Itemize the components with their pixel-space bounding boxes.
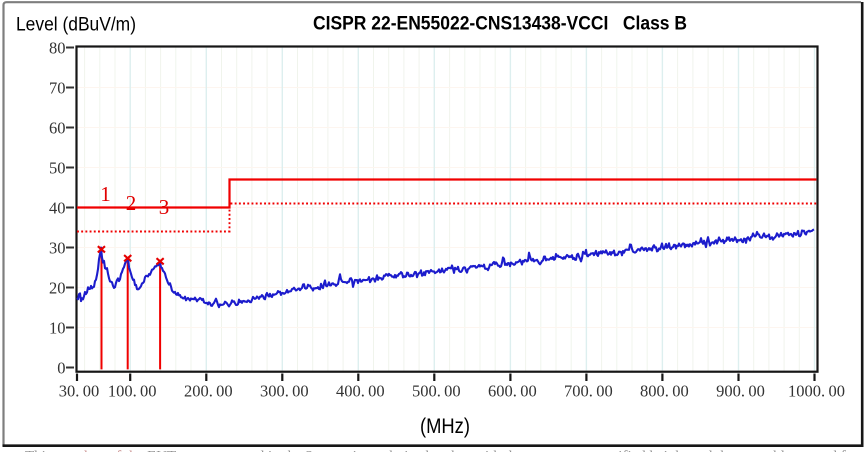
svg-text:2: 2 <box>126 191 137 215</box>
svg-text:600. 00: 600. 00 <box>488 382 537 401</box>
svg-text:This test data of the EUT was: This test data of the EUT was measured i… <box>25 449 866 452</box>
svg-text:700. 00: 700. 00 <box>564 382 613 401</box>
svg-text:80: 80 <box>49 39 66 58</box>
svg-text:Level (dBuV/m): Level (dBuV/m) <box>16 15 136 36</box>
svg-text:900. 00: 900. 00 <box>716 382 765 401</box>
svg-text:200. 00: 200. 00 <box>184 382 233 401</box>
svg-text:60: 60 <box>49 119 66 138</box>
svg-text:50: 50 <box>49 159 66 178</box>
svg-text:20: 20 <box>49 279 66 298</box>
svg-text:300. 00: 300. 00 <box>260 382 309 401</box>
svg-text:100. 00: 100. 00 <box>108 382 157 401</box>
svg-text:800. 00: 800. 00 <box>640 382 689 401</box>
svg-text:CISPR 22-EN55022-CNS13438-VCCI: CISPR 22-EN55022-CNS13438-VCCI Class B <box>313 14 687 35</box>
svg-text:30: 30 <box>49 239 66 258</box>
svg-text:(MHz): (MHz) <box>420 415 470 438</box>
svg-text:3: 3 <box>159 195 170 219</box>
svg-text:30. 00: 30. 00 <box>59 382 99 401</box>
svg-text:500. 00: 500. 00 <box>412 382 461 401</box>
svg-text:10: 10 <box>49 319 66 338</box>
svg-text:1: 1 <box>100 182 111 206</box>
svg-text:1000. 00: 1000. 00 <box>788 382 845 401</box>
svg-text:70: 70 <box>49 79 66 98</box>
svg-text:40: 40 <box>49 199 66 218</box>
svg-text:0: 0 <box>57 359 65 378</box>
svg-text:400. 00: 400. 00 <box>336 382 385 401</box>
